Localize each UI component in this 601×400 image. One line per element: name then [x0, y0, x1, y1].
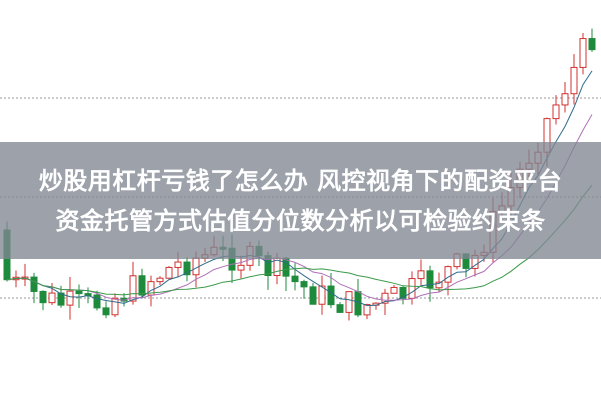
candle-body [48, 292, 56, 304]
candle-body [399, 286, 407, 299]
candle-body [363, 304, 371, 316]
candle-body [30, 276, 38, 292]
candle-body [174, 261, 182, 268]
candle-body [318, 285, 326, 305]
candle-body [345, 291, 353, 313]
candle-body [93, 294, 101, 309]
candle-body [156, 277, 164, 283]
candle-body [381, 292, 389, 304]
candle-body [66, 290, 74, 306]
candle-body [417, 270, 425, 280]
candle-body [129, 275, 137, 302]
candle-body [570, 66, 578, 95]
candle-body [336, 304, 344, 313]
candle-body [552, 104, 560, 120]
candle-body [309, 286, 317, 305]
candle-body [300, 281, 308, 288]
candle-body [165, 266, 173, 279]
candle-body [192, 257, 200, 276]
moving-average-line [6, 184, 593, 296]
title-line-2: 资金托管方式估值分位数分析以可检验约束条 [55, 206, 546, 235]
candle-body [444, 266, 452, 283]
title-overlay: 炒股用杠杆亏钱了怎么办 风控视角下的配资平台 资金托管方式估值分位数分析以可检验… [0, 142, 601, 259]
moving-average-line [6, 114, 593, 301]
candle-body [435, 281, 443, 289]
candle-body [183, 261, 191, 276]
candle-body [588, 38, 596, 51]
candle-body [579, 38, 587, 68]
candle-body [408, 278, 416, 299]
candle-body [39, 290, 47, 304]
candle-body [75, 290, 83, 295]
candle-body [138, 275, 146, 296]
candle-body [327, 285, 335, 306]
title-line-1: 炒股用杠杆亏钱了怎么办 风控视角下的配资平台 [38, 166, 563, 195]
candle-body [291, 275, 299, 283]
candle-body [237, 264, 245, 271]
candle-body [111, 297, 119, 316]
candle-body [102, 307, 110, 316]
candle-body [561, 93, 569, 106]
candle-body [426, 270, 434, 289]
candle-body [57, 292, 65, 306]
candle-body [390, 286, 398, 294]
